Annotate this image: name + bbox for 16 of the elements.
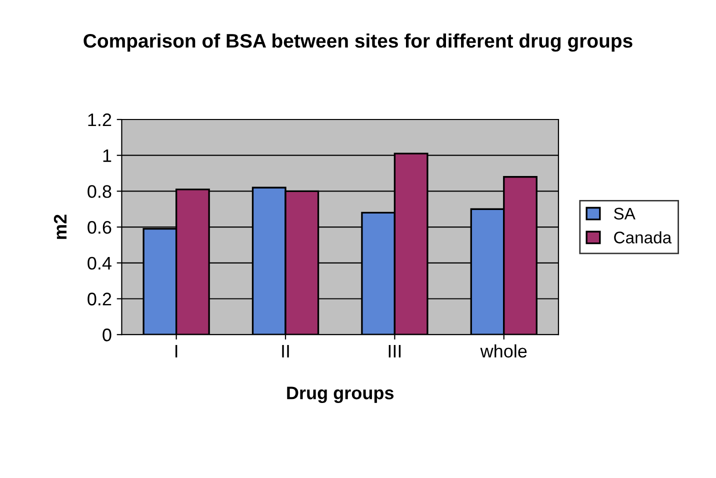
x-tick-label: whole	[480, 344, 527, 358]
y-tick-label: 1.2	[88, 113, 112, 126]
legend-label: Canada	[614, 231, 672, 244]
chart-title: Comparison of BSA between sites for different drug groups	[84, 33, 632, 52]
y-axis-title: m2	[54, 214, 66, 239]
y-tick-label: 0.4	[88, 256, 112, 270]
x-tick-label: I	[175, 344, 178, 358]
x-tick-label: III	[388, 344, 401, 358]
x-tick-label: II	[282, 344, 289, 358]
y-tick-label: 0	[102, 328, 112, 342]
y-tick-label: 0.2	[88, 292, 112, 306]
x-axis-title: Drug groups	[287, 386, 394, 403]
y-tick-label: 0.6	[88, 220, 112, 234]
legend-label: SA	[614, 208, 636, 220]
y-tick-label: 0.8	[88, 185, 112, 198]
y-tick-label: 1	[103, 149, 112, 162]
